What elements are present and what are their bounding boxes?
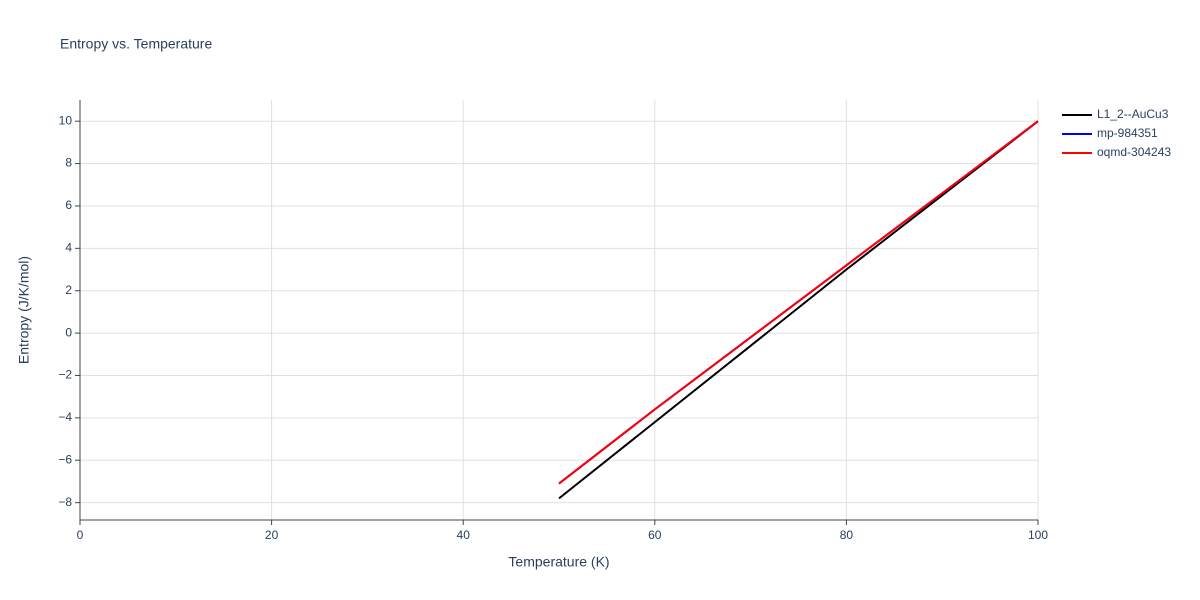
x-tick-label: 80 xyxy=(840,528,854,542)
legend-label: mp-984351 xyxy=(1097,126,1158,140)
y-tick-label: 6 xyxy=(65,198,72,212)
x-tick-label: 0 xyxy=(77,528,84,542)
series-line xyxy=(558,120,1039,485)
y-tick-label: 8 xyxy=(65,156,72,170)
x-tick-label: 100 xyxy=(1028,528,1048,542)
x-tick-label: 20 xyxy=(265,528,279,542)
series-line xyxy=(558,120,1039,500)
legend-label: oqmd-304243 xyxy=(1097,145,1171,159)
chart-title: Entropy vs. Temperature xyxy=(60,36,212,52)
x-tick-label: 40 xyxy=(457,528,471,542)
y-tick-label: −6 xyxy=(58,452,72,466)
legend-label: L1_2--AuCu3 xyxy=(1097,107,1169,121)
x-axis-label: Temperature (K) xyxy=(508,554,609,570)
y-tick-label: 10 xyxy=(59,113,73,127)
y-tick-label: −4 xyxy=(58,410,72,424)
y-axis-label: Entropy (J/K/mol) xyxy=(16,256,32,364)
y-tick-label: 4 xyxy=(65,241,72,255)
y-tick-label: 0 xyxy=(65,325,72,339)
y-tick-label: −8 xyxy=(58,495,72,509)
y-tick-label: 2 xyxy=(65,283,72,297)
y-tick-label: −2 xyxy=(58,368,72,382)
x-tick-label: 60 xyxy=(648,528,662,542)
